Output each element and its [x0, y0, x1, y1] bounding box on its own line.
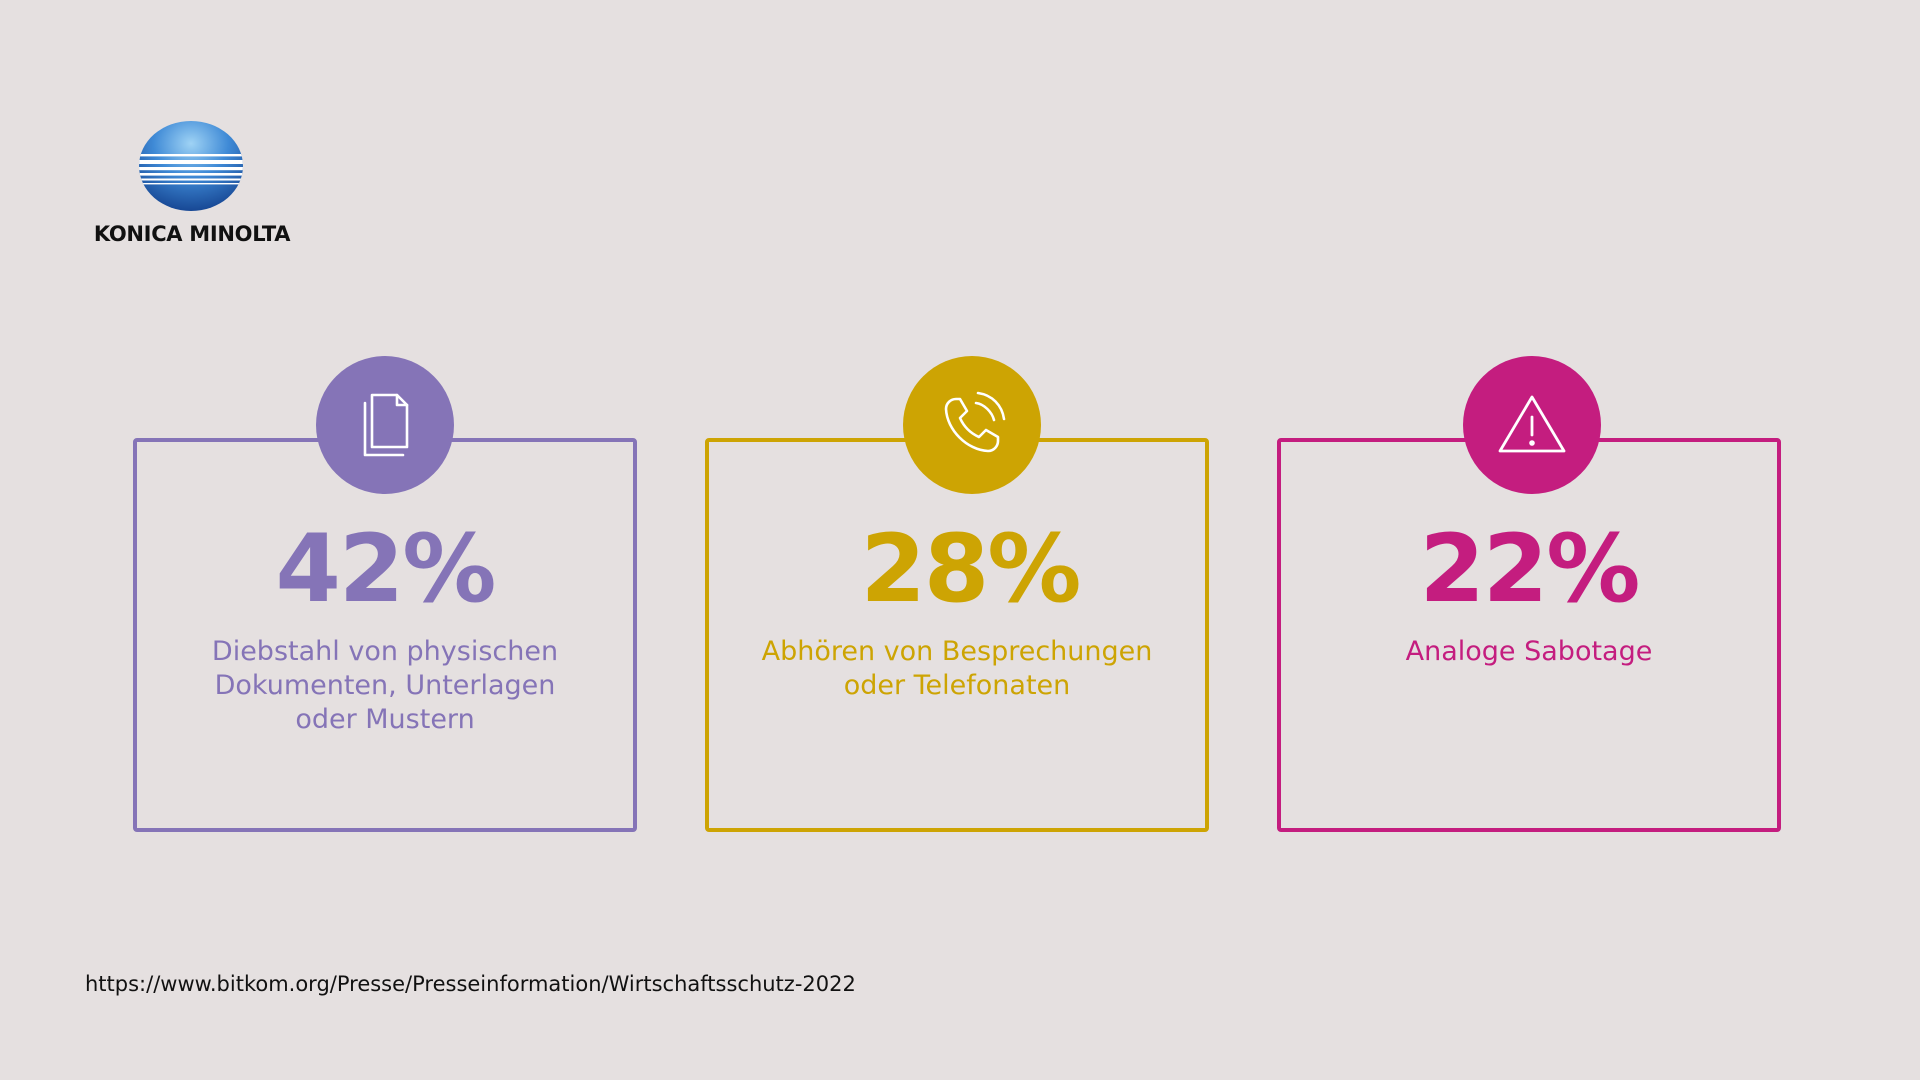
statistic-badge [903, 356, 1041, 494]
source-link[interactable]: https://www.bitkom.org/Presse/Presseinfo… [85, 972, 856, 996]
konica-minolta-globe-icon [139, 121, 243, 211]
statistic-caption: Abhören von Besprechungen oder Telefonat… [705, 635, 1209, 703]
caption-line: oder Telefonaten [843, 670, 1071, 701]
statistic-caption: Analoge Sabotage [1277, 635, 1781, 669]
logo-text: KONICA MINOLTA [93, 222, 291, 246]
warning-icon [1498, 395, 1566, 453]
statistic-percent: 42% [275, 515, 497, 624]
caption-line: Analoge Sabotage [1405, 636, 1653, 667]
caption-line: Dokumenten, Unterlagen [214, 670, 556, 701]
caption-line: oder Mustern [295, 704, 475, 735]
phone-call-icon [944, 391, 1006, 453]
documents-icon [363, 393, 409, 457]
statistic-badge [1463, 356, 1601, 494]
caption-line: Diebstahl von physischen [211, 636, 559, 667]
caption-line: Abhören von Besprechungen [761, 636, 1153, 667]
statistic-percent: 28% [860, 515, 1082, 624]
company-logo: KONICA MINOLTA [84, 120, 300, 250]
statistic-badge [316, 356, 454, 494]
statistic-percent: 22% [1419, 515, 1641, 624]
statistic-caption: Diebstahl von physischen Dokumenten, Unt… [133, 635, 637, 737]
